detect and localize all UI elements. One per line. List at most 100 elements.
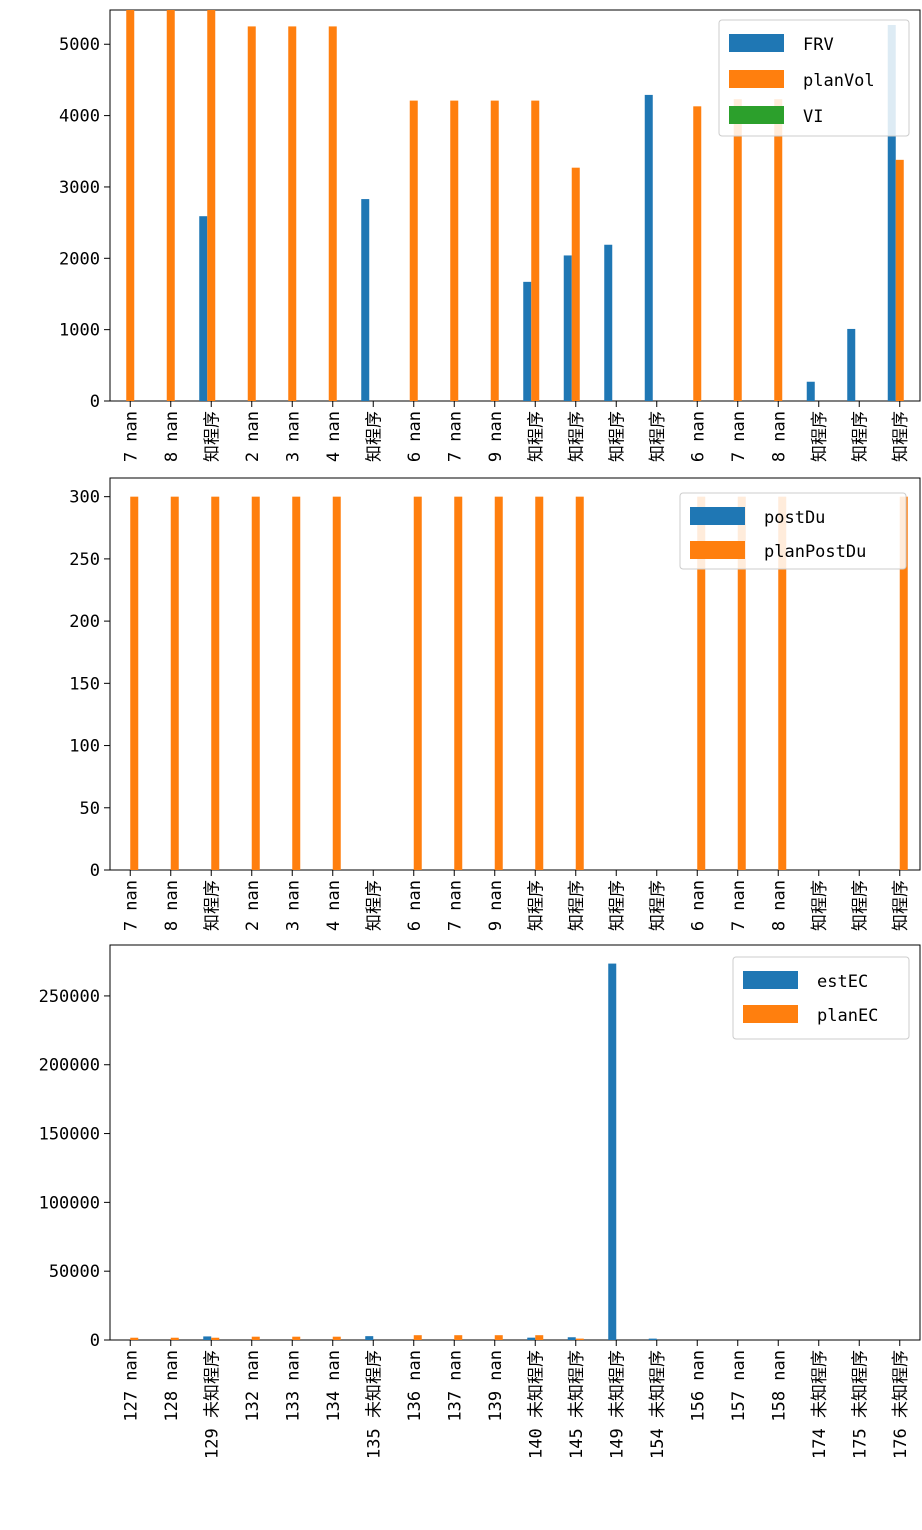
- bar-planPostDu-11: [575, 496, 584, 870]
- x-tick-label: 158 nan: [769, 880, 789, 952]
- x-tick-label: 127 nan: [121, 1350, 141, 1422]
- bar-planEC-4: [292, 1336, 301, 1340]
- legend-box: [732, 956, 910, 1040]
- bar-planEC-1: [170, 1337, 179, 1340]
- legend-swatch: [729, 70, 784, 88]
- x-tick-label: 154 未知程序: [648, 411, 668, 520]
- x-tick-label: 127 nan: [121, 880, 141, 952]
- bar-FRV-2: [199, 216, 208, 401]
- x-tick-label: 136 nan: [405, 1350, 425, 1422]
- bar-planEC-0: [130, 1337, 139, 1340]
- x-tick-label: 132 nan: [243, 1350, 263, 1422]
- x-tick-label: 175 未知程序: [850, 880, 870, 989]
- x-tick-label: 128 nan: [162, 880, 182, 952]
- chart-panel-3: 0 50000 100000 150000 200000 250000 127 nan 128…: [39, 944, 921, 1459]
- bar-planVol-11: [571, 167, 580, 401]
- x-tick-label: 174 未知程序: [810, 880, 830, 989]
- bar-planPostDu-15: [737, 496, 746, 870]
- legend: FRV planVol VI: [718, 19, 910, 137]
- plot-frame: [109, 477, 921, 871]
- bar-planVol-14: [693, 106, 702, 401]
- bar-estEC-11: [567, 1337, 576, 1340]
- x-tick-label: 135 未知程序: [364, 411, 384, 520]
- bar-planVol-1: [166, 10, 175, 401]
- legend-swatch: [690, 541, 745, 559]
- legend-label: VI: [803, 107, 823, 127]
- legend-swatch: [729, 34, 784, 52]
- x-tick-label: 145 未知程序: [567, 880, 587, 989]
- x-tick-label: 156 nan: [688, 411, 708, 483]
- x-tick-label: 137 nan: [445, 1350, 465, 1422]
- bar-planPostDu-10: [535, 496, 544, 870]
- y-tick-label: 0: [90, 861, 100, 881]
- bar-estEC-12: [608, 963, 617, 1340]
- x-tick-label: 175 未知程序: [850, 411, 870, 520]
- x-tick-label: 175 未知程序: [850, 1350, 870, 1459]
- legend-swatch: [690, 507, 745, 525]
- legend-label: FRV: [803, 35, 834, 55]
- bar-planVol-15: [733, 99, 742, 401]
- bar-estEC-2: [203, 1336, 212, 1340]
- bar-planEC-2: [211, 1337, 220, 1340]
- bar-planPostDu-3: [251, 496, 260, 870]
- legend-swatch: [743, 1005, 798, 1023]
- bar-planEC-8: [454, 1335, 463, 1340]
- x-tick-labels: 127 nan 128 nan 129 未知程序 132 nan 133 nan 134 …: [121, 880, 911, 989]
- x-tick-label: 145 未知程序: [567, 411, 587, 520]
- bar-planVol-9: [490, 100, 499, 401]
- x-tick-label: 158 nan: [769, 411, 789, 483]
- y-tick-label: 200000: [39, 1056, 100, 1076]
- x-tick-labels: 127 nan 128 nan 129 未知程序 132 nan 133 nan 134 …: [121, 1350, 911, 1459]
- bar-planPostDu-0: [130, 496, 139, 870]
- bar-planEC-10: [535, 1335, 544, 1340]
- bar-planVol-3: [247, 26, 256, 401]
- x-tick-label: 134 nan: [324, 1350, 344, 1422]
- y-tick-label: 5000: [59, 35, 100, 55]
- y-tick-label: 3000: [59, 178, 100, 198]
- y-tick-label: 0: [90, 392, 100, 412]
- legend-label: estEC: [817, 972, 868, 992]
- bar-planVol-4: [288, 26, 297, 401]
- y-tick-label: 4000: [59, 107, 100, 127]
- bar-planEC-5: [332, 1336, 341, 1340]
- x-tick-label: 154 未知程序: [648, 880, 668, 989]
- y-tick-label: 50: [80, 799, 100, 819]
- x-tick-label: 137 nan: [445, 880, 465, 952]
- chart-panel-2: 0 50 100 150 200 250 300 127 nan 128 nan 129 未知程序…: [69, 477, 921, 989]
- x-tick-label: 157 nan: [729, 1350, 749, 1422]
- x-tick-label: 140 未知程序: [526, 1350, 546, 1459]
- legend-label: postDu: [764, 508, 825, 528]
- x-tick-label: 135 未知程序: [364, 880, 384, 989]
- x-tick-labels: 127 nan 128 nan 129 未知程序 132 nan 133 nan 134 …: [121, 411, 911, 520]
- bar-planPostDu-5: [332, 496, 341, 870]
- y-tick-label: 1000: [59, 321, 100, 341]
- bar-planVol-7: [409, 100, 418, 401]
- x-tick-label: 133 nan: [283, 880, 303, 952]
- x-tick-label: 134 nan: [324, 411, 344, 483]
- y-tick-label: 0: [90, 1331, 100, 1351]
- x-tick-label: 156 nan: [688, 880, 708, 952]
- x-tick-label: 133 nan: [283, 1350, 303, 1422]
- x-tick-label: 132 nan: [243, 880, 263, 952]
- x-tick-label: 139 nan: [486, 1350, 506, 1422]
- x-tick-label: 149 未知程序: [607, 411, 627, 520]
- x-tick-label: 129 未知程序: [202, 411, 222, 520]
- bar-FRV-10: [523, 281, 532, 401]
- x-tick-label: 128 nan: [162, 411, 182, 483]
- y-tick-label: 200: [69, 612, 100, 632]
- bar-planPostDu-4: [292, 496, 301, 870]
- x-tick-label: 156 nan: [688, 1350, 708, 1422]
- legend-label: planVol: [803, 71, 875, 91]
- bar-planPostDu-1: [170, 496, 179, 870]
- x-tick-label: 140 未知程序: [526, 411, 546, 520]
- x-tick-label: 176 未知程序: [891, 1350, 911, 1459]
- bar-planPostDu-19: [899, 496, 908, 870]
- bar-planPostDu-9: [494, 496, 503, 870]
- legend-label: planEC: [817, 1006, 878, 1026]
- bar-planEC-7: [413, 1335, 422, 1340]
- bar-FRV-17: [806, 381, 815, 401]
- bar-estEC-13: [648, 1338, 657, 1340]
- bar-FRV-18: [847, 328, 856, 401]
- bar-planEC-9: [494, 1335, 503, 1340]
